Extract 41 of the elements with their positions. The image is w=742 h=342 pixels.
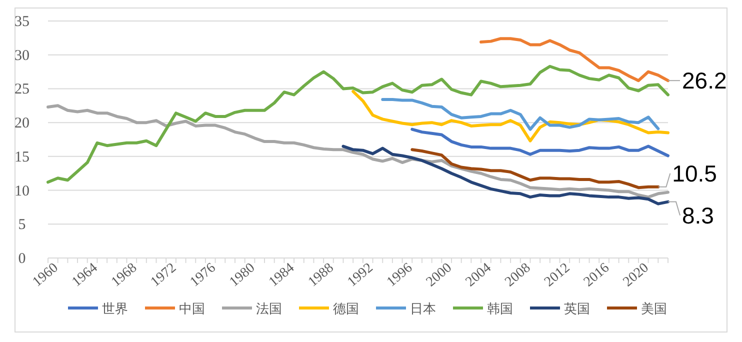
x-tick-label: 2008 — [502, 260, 534, 290]
legend-label: 世界 — [102, 301, 128, 316]
x-tick-label: 2012 — [542, 260, 574, 290]
x-tick-label: 1960 — [30, 260, 62, 290]
x-tick-label: 2004 — [463, 260, 494, 290]
y-tick-label: 5 — [18, 217, 26, 234]
x-tick-label: 1972 — [148, 260, 180, 290]
line-series — [342, 144, 670, 206]
x-tick-label: 1980 — [227, 260, 258, 290]
x-tick-label: 1984 — [266, 260, 298, 290]
y-tick-label: 0 — [18, 251, 26, 267]
y-tick-label: 35 — [14, 14, 30, 30]
legend-label: 中国 — [179, 301, 205, 316]
data-label: 8.3 — [682, 202, 714, 228]
x-tick-label: 2000 — [424, 260, 455, 290]
x-tick-label: 1992 — [345, 260, 376, 290]
y-tick-label: 20 — [14, 116, 30, 132]
legend-label: 英国 — [564, 301, 590, 316]
legend-label: 德国 — [333, 301, 359, 316]
line-series — [46, 104, 670, 199]
legend-label: 美国 — [641, 301, 667, 316]
x-tick-label: 1968 — [108, 260, 140, 290]
line-series — [410, 148, 660, 190]
legend-label: 日本 — [410, 301, 436, 316]
legend-label: 韩国 — [487, 301, 513, 316]
line-series — [480, 37, 670, 82]
line-series — [410, 128, 670, 158]
y-tick-label: 15 — [14, 149, 30, 166]
x-tick-label: 1988 — [306, 260, 337, 290]
data-label: 26.2 — [682, 68, 727, 94]
x-tick-label: 1964 — [70, 260, 101, 290]
line-series — [46, 64, 670, 184]
x-tick-label: 1996 — [384, 260, 416, 290]
line-series — [352, 90, 670, 142]
y-tick-label: 30 — [14, 48, 30, 64]
line-series — [381, 98, 660, 131]
y-tick-label: 25 — [14, 82, 30, 98]
legend-label: 法国 — [256, 301, 282, 316]
data-label: 10.5 — [672, 160, 717, 186]
y-tick-label: 10 — [14, 183, 30, 200]
x-tick-label: 2020 — [620, 260, 652, 290]
